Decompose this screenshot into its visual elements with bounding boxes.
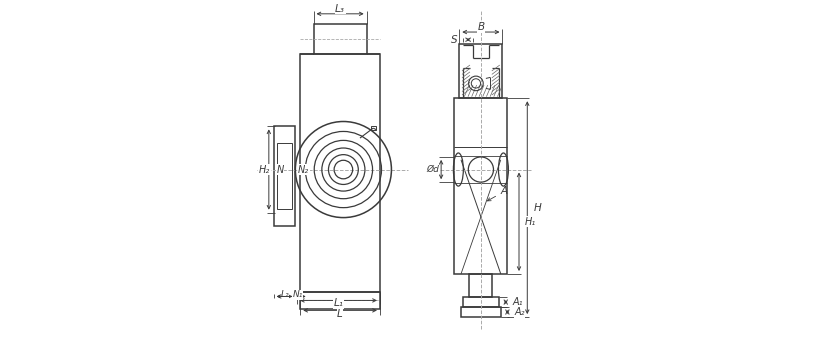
Bar [469,274,493,297]
Text: H₂: H₂ [259,165,270,174]
Bar [461,307,501,317]
Text: H₁: H₁ [525,217,536,227]
Bar [313,24,366,54]
Text: A: A [487,186,508,201]
Bar [274,126,295,226]
Text: B: B [477,22,485,32]
Text: N: N [277,165,284,174]
Text: N₂: N₂ [298,165,309,174]
Text: A₁: A₁ [512,297,523,307]
Text: Ød: Ød [427,165,439,174]
Bar [463,297,499,307]
Text: A₂: A₂ [514,307,525,317]
Text: N₁: N₁ [293,290,303,299]
Bar [370,126,376,130]
Bar [459,44,503,98]
Text: L₁: L₁ [334,298,344,308]
Bar [300,54,379,292]
Bar [277,143,292,209]
Bar [300,292,379,309]
Text: L₂: L₂ [280,290,289,299]
Text: L₃: L₃ [335,4,345,14]
Text: H: H [534,203,542,213]
Bar [455,98,508,274]
Text: S: S [450,35,458,45]
Text: L: L [337,309,343,319]
